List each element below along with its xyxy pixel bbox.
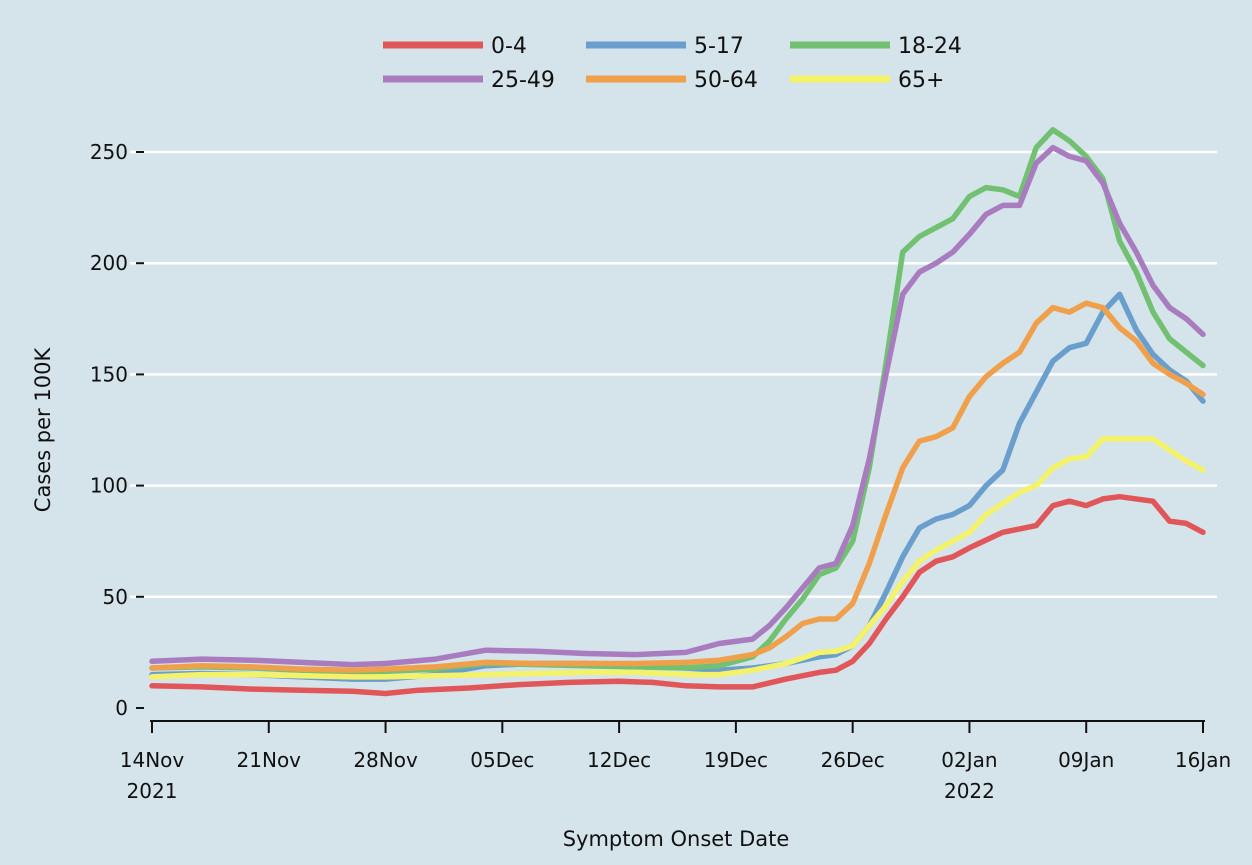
x-tick-label: 02Jan [941, 748, 997, 772]
x-tick-sublabel: 2021 [127, 779, 178, 803]
x-tick-label: 16Jan [1175, 748, 1231, 772]
axes: 0 50 100 150 200 250 14Nov 2021 21Nov 28Nov 05Dec 1… [90, 140, 1231, 803]
legend-label-65+: 65+ [898, 68, 944, 93]
x-tick-label: 21Nov [237, 748, 302, 772]
y-tick-label: 250 [90, 140, 128, 164]
legend-label-50-64: 50-64 [694, 68, 758, 93]
y-tick-label: 50 [103, 585, 128, 609]
y-tick-label: 0 [115, 696, 128, 720]
x-tick-sublabel: 2022 [944, 779, 995, 803]
y-tick-label: 100 [90, 474, 128, 498]
x-tick-label: 19Dec [704, 748, 768, 772]
x-tick-label: 09Jan [1058, 748, 1114, 772]
series-line-50-64 [149, 300, 1206, 673]
x-tick-label: 05Dec [470, 748, 534, 772]
series-line-25-49 [149, 144, 1206, 668]
y-tick-label: 200 [90, 251, 128, 275]
legend-label-5-17: 5-17 [694, 34, 744, 59]
series-line-65+ [149, 436, 1206, 680]
x-tick-label: 28Nov [353, 748, 418, 772]
legend-label-18-24: 18-24 [898, 34, 962, 59]
legend: 0-4 5-17 18-24 25-49 50-64 65+ [383, 34, 962, 93]
x-tick-label: 14Nov [120, 748, 185, 772]
y-axis-title: Cases per 100K [31, 347, 55, 513]
legend-label-0-4: 0-4 [491, 34, 527, 59]
x-tick-label: 12Dec [587, 748, 651, 772]
series-line-5-17 [149, 291, 1206, 682]
y-tick-label: 150 [90, 362, 128, 386]
x-tick-label: 26Dec [821, 748, 885, 772]
series-lines [149, 127, 1206, 697]
x-axis-title: Symptom Onset Date [563, 827, 790, 851]
legend-label-25-49: 25-49 [491, 68, 555, 93]
series-line-0-4 [149, 493, 1206, 697]
